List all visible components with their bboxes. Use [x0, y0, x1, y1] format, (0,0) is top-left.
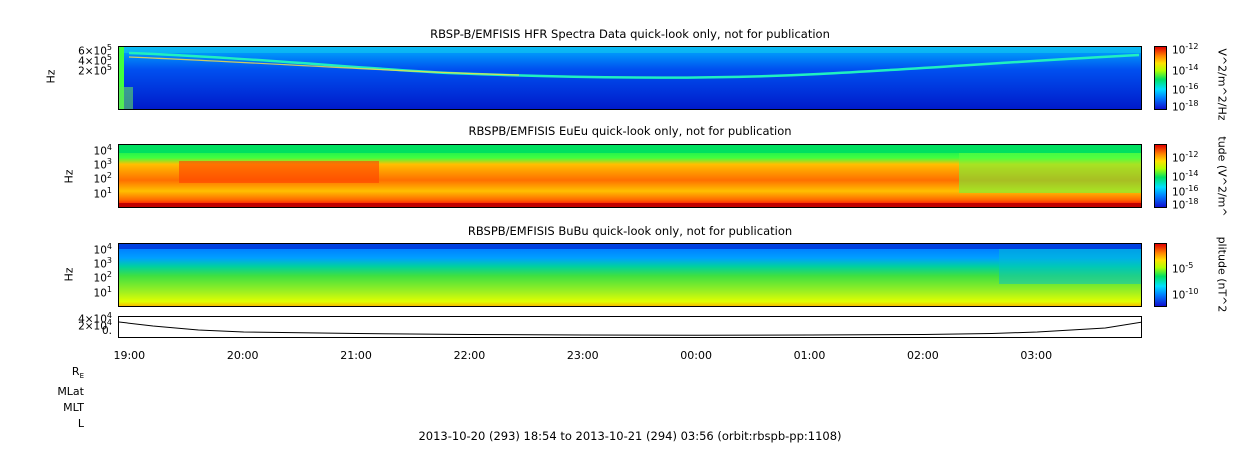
hfr-panel-title: RBSP-B/EMFISIS HFR Spectra Data quick-lo…	[430, 27, 830, 41]
colorbar	[1154, 243, 1167, 307]
colorbar-tick-label: 10-14	[1172, 169, 1199, 184]
ytick-label: 2×105	[78, 63, 112, 78]
ytick-label: 4×104	[78, 311, 112, 326]
ytick-label: 103	[93, 256, 112, 271]
ephemeris-labels: RE MLat MLT L	[20, 364, 84, 432]
colorbar-tick-label: 10-12	[1172, 42, 1199, 57]
ephemeris-mlt: MLT	[63, 401, 84, 415]
colorbar-tick-label: 10-16	[1172, 82, 1199, 97]
ytick-label: 0.	[101, 325, 112, 337]
colorbar-tick-label: 10-18	[1172, 99, 1199, 114]
colorbar-tick-label: 10-14	[1172, 63, 1199, 78]
ephemeris-line-panel	[118, 316, 1142, 338]
ytick-label: 101	[93, 186, 112, 201]
ytick-label: 102	[93, 270, 112, 285]
eueu-panel-title: RBSPB/EMFISIS EuEu quick-look only, not …	[468, 124, 792, 138]
ephemeris-series-line	[119, 321, 1141, 336]
ytick-label: 103	[93, 157, 112, 172]
colorbar-label: plitude (nT^2	[1215, 236, 1229, 313]
eueu-spectrogram	[118, 144, 1142, 208]
xtick-label: 02:00	[907, 349, 939, 362]
xtick-label: 20:00	[226, 349, 259, 362]
ephemeris-mlat: MLat	[57, 385, 84, 399]
colorbar	[1154, 46, 1167, 110]
ytick-label: 6×105	[78, 43, 112, 58]
colorbar-tick-label: 10-18	[1172, 197, 1199, 212]
time-range-footer: 2013-10-20 (293) 18:54 to 2013-10-21 (29…	[418, 429, 842, 443]
colorbar-tick-label: 10-16	[1172, 184, 1199, 199]
xtick-label: 19:00	[113, 349, 146, 362]
ytick-label: 2×104	[78, 318, 112, 333]
hfr-spectrogram	[118, 46, 1142, 110]
xtick-label: 00:00	[680, 349, 712, 362]
ytick-label: 101	[93, 285, 112, 300]
xtick-label: 03:00	[1020, 349, 1053, 362]
colorbar-tick-label: 10-10	[1172, 287, 1199, 302]
bubu-panel-title: RBSPB/EMFISIS BuBu quick-look only, not …	[467, 224, 793, 238]
colorbar-tick-label: 10-12	[1172, 150, 1199, 165]
bubu-spectrogram	[118, 243, 1142, 307]
colorbar-label: tude (V^2/m^	[1215, 136, 1229, 217]
ytick-label: 4×105	[78, 53, 112, 68]
xtick-label: 23:00	[566, 349, 599, 362]
ytick-label: 102	[93, 171, 112, 186]
ytick-label: 104	[93, 143, 112, 158]
ytick-label: 104	[93, 242, 112, 257]
ephemeris-l: L	[77, 417, 84, 431]
ephemeris-r: RE	[71, 365, 84, 381]
xtick-label: 22:00	[453, 349, 486, 362]
xtick-label: 21:00	[340, 349, 372, 362]
colorbar-tick-label: 10-5	[1172, 261, 1194, 276]
xtick-label: 01:00	[793, 349, 826, 362]
colorbar-label: V^2/m^2/Hz	[1215, 48, 1229, 121]
colorbar	[1154, 144, 1167, 208]
